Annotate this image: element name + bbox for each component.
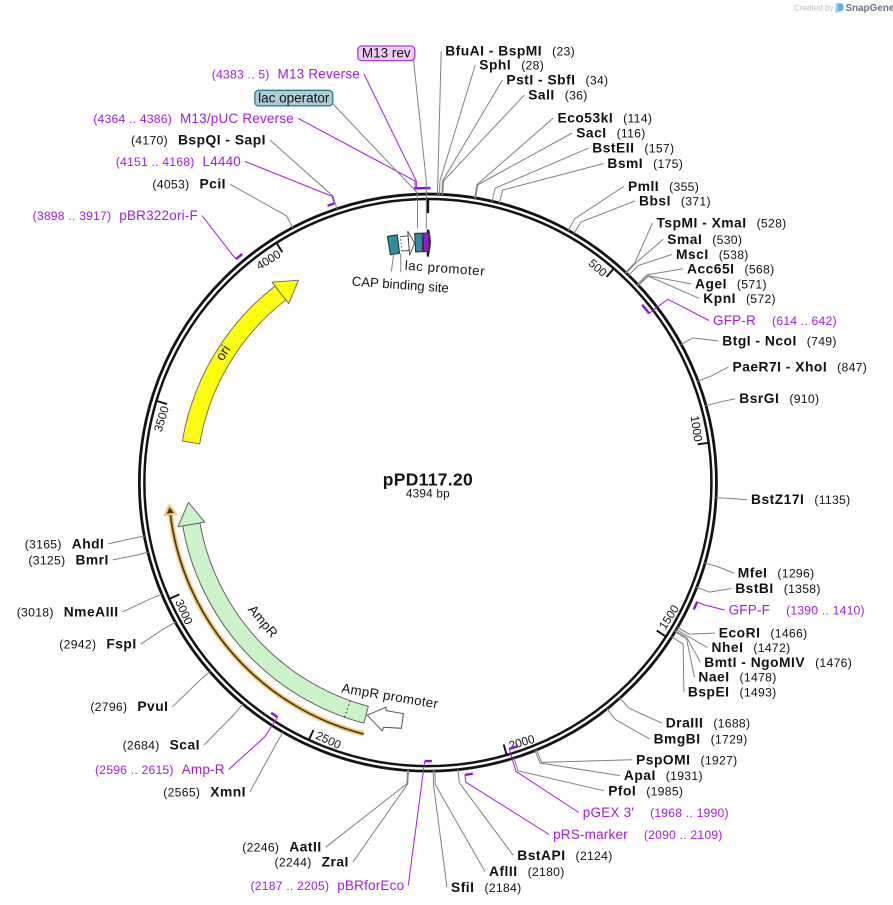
- svg-text:4394 bp: 4394 bp: [406, 486, 450, 500]
- svg-text:BspEI(1493): BspEI (1493): [688, 685, 777, 700]
- svg-text:BsmI(175): BsmI (175): [607, 156, 683, 171]
- svg-text:(3165)AhdI: (3165) AhdI: [25, 536, 105, 551]
- svg-text:SnapGene: SnapGene: [846, 3, 893, 14]
- svg-text:pRS-marker(2090 .. 2109): pRS-marker (2090 .. 2109): [553, 827, 722, 842]
- svg-text:BstBI(1358): BstBI (1358): [735, 581, 821, 596]
- svg-text:BbsI(371): BbsI (371): [639, 193, 711, 208]
- svg-text:NaeI(1478): NaeI (1478): [698, 670, 776, 685]
- svg-text:(4151 .. 4168)L4440: (4151 .. 4168) L4440: [116, 154, 241, 169]
- svg-text:pPD117.20: pPD117.20: [383, 470, 473, 490]
- svg-text:(3898 .. 3917)pBR322ori-F: (3898 .. 3917) pBR322ori-F: [33, 208, 198, 223]
- svg-text:(2246)AatII: (2246) AatII: [242, 840, 321, 855]
- svg-text:(4364 .. 4386)M13/pUC Reverse: (4364 .. 4386) M13/pUC Reverse: [93, 111, 294, 126]
- svg-text:KpnI(572): KpnI (572): [703, 291, 776, 306]
- svg-text:SacI(116): SacI (116): [576, 126, 645, 141]
- svg-text:SmaI(530): SmaI (530): [667, 232, 742, 247]
- svg-text:BstAPI(2124): BstAPI (2124): [517, 848, 612, 863]
- svg-text:GFP-R(614 .. 642): GFP-R (614 .. 642): [713, 313, 837, 328]
- svg-text:(2244)ZraI: (2244) ZraI: [275, 855, 349, 870]
- svg-text:AflII(2180): AflII (2180): [489, 864, 565, 879]
- svg-text:(4170)BspQI - SapI: (4170) BspQI - SapI: [131, 133, 266, 148]
- svg-text:(2565)XmnI: (2565) XmnI: [163, 784, 246, 799]
- svg-text:SfiI(2184): SfiI (2184): [451, 880, 522, 895]
- svg-text:SalI(36): SalI (36): [528, 88, 587, 103]
- svg-text:CAP binding site: CAP binding site: [351, 274, 449, 296]
- svg-text:SphI(28): SphI (28): [479, 57, 544, 72]
- svg-text:BstEII(157): BstEII (157): [592, 141, 674, 156]
- svg-text:BmtI - NgoMIV(1476): BmtI - NgoMIV (1476): [704, 655, 852, 670]
- svg-text:PstI - SbfI(34): PstI - SbfI (34): [506, 73, 608, 88]
- svg-text:lac operator: lac operator: [258, 91, 330, 106]
- svg-text:PspOMI(1927): PspOMI (1927): [636, 752, 737, 767]
- svg-text:BstZ17I(1135): BstZ17I (1135): [751, 492, 850, 507]
- svg-text:BmgBI(1729): BmgBI (1729): [654, 731, 748, 746]
- svg-text:PmlI(355): PmlI (355): [628, 179, 699, 194]
- svg-text:MfeI(1296): MfeI (1296): [738, 566, 815, 581]
- svg-text:1000: 1000: [688, 415, 706, 443]
- svg-text:PaeR7I - XhoI(847): PaeR7I - XhoI (847): [733, 360, 868, 375]
- svg-text:BtgI - NcoI(749): BtgI - NcoI (749): [722, 334, 836, 349]
- svg-text:lac promoter: lac promoter: [404, 258, 485, 279]
- svg-text:(3125)BmrI: (3125) BmrI: [28, 552, 108, 567]
- svg-text:AgeI(571): AgeI (571): [695, 276, 767, 291]
- svg-text:GFP-F(1390 .. 1410): GFP-F (1390 .. 1410): [729, 603, 865, 618]
- svg-text:BfuAI - BspMI(23): BfuAI - BspMI (23): [445, 44, 575, 59]
- svg-text:(3018)NmeAIII: (3018) NmeAIII: [17, 604, 119, 619]
- svg-text:(2684)ScaI: (2684) ScaI: [123, 738, 200, 753]
- svg-text:MscI(538): MscI (538): [676, 247, 749, 262]
- svg-text:Acc65I(568): Acc65I (568): [687, 261, 774, 276]
- svg-text:PfoI(1985): PfoI (1985): [608, 783, 683, 798]
- svg-text:ori: ori: [213, 343, 234, 364]
- svg-text:EcoRI(1466): EcoRI (1466): [719, 626, 808, 641]
- svg-text:ApaI(1931): ApaI (1931): [624, 768, 703, 783]
- svg-text:M13 rev: M13 rev: [362, 45, 411, 60]
- svg-text:(2942)FspI: (2942) FspI: [59, 637, 136, 652]
- svg-text:(2796)PvuI: (2796) PvuI: [90, 699, 168, 714]
- svg-text:(2596 .. 2615)Amp-R: (2596 .. 2615) Amp-R: [95, 762, 225, 777]
- svg-text:(4383 .. 5)M13 Reverse: (4383 .. 5) M13 Reverse: [212, 67, 360, 82]
- svg-text:pGEX 3'(1968 .. 1990): pGEX 3' (1968 .. 1990): [583, 805, 729, 820]
- svg-text:Created by: Created by: [794, 4, 835, 13]
- svg-text:(2187 .. 2205)pBRforEco: (2187 .. 2205) pBRforEco: [251, 878, 405, 893]
- svg-text:NheI(1472): NheI (1472): [712, 640, 791, 655]
- svg-text:(4053)PciI: (4053) PciI: [152, 177, 226, 192]
- svg-text:Eco53kI(114): Eco53kI (114): [558, 110, 653, 125]
- svg-text:TspMI - XmaI(528): TspMI - XmaI (528): [657, 215, 787, 230]
- svg-text:BsrGI(910): BsrGI (910): [739, 391, 819, 406]
- svg-text:DraIII(1688): DraIII (1688): [666, 716, 751, 731]
